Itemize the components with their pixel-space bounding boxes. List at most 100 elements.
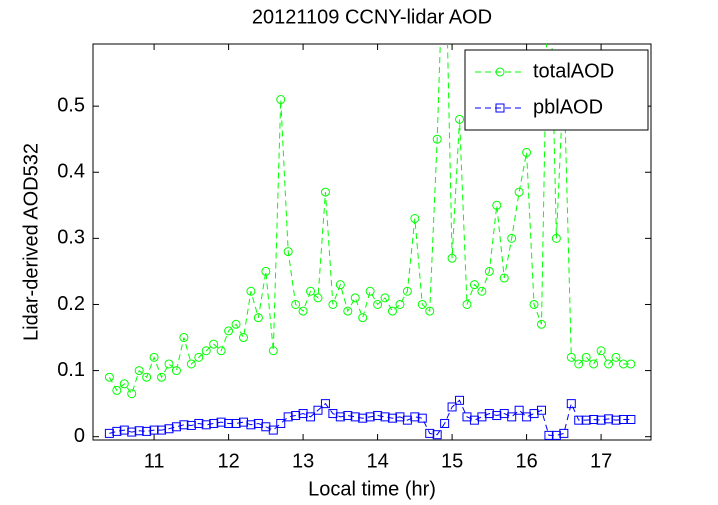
marker <box>306 286 316 296</box>
marker <box>589 359 599 369</box>
marker <box>495 103 505 113</box>
marker <box>469 280 479 290</box>
marker <box>298 306 308 316</box>
marker <box>514 187 524 197</box>
marker <box>581 352 591 362</box>
marker <box>410 412 420 422</box>
marker <box>335 280 345 290</box>
marker <box>402 415 412 425</box>
marker <box>484 266 494 276</box>
marker <box>611 352 621 362</box>
chart-title: 20121109 CCNY-lidar AOD <box>252 6 492 28</box>
marker <box>112 385 122 395</box>
marker <box>149 352 159 362</box>
marker <box>335 412 345 422</box>
legend: totalAOD pblAOD <box>464 49 649 131</box>
marker <box>440 418 450 428</box>
marker <box>395 299 405 309</box>
marker <box>283 247 293 257</box>
marker <box>604 414 614 424</box>
marker <box>224 418 234 428</box>
marker <box>536 319 546 329</box>
marker <box>201 420 211 430</box>
marker <box>380 412 390 422</box>
marker <box>581 415 591 425</box>
marker <box>328 299 338 309</box>
marker <box>313 293 323 303</box>
marker <box>566 399 576 409</box>
marker <box>164 359 174 369</box>
marker <box>224 326 234 336</box>
marker <box>618 359 628 369</box>
marker <box>589 415 599 425</box>
marker <box>238 333 248 343</box>
plot-content <box>104 44 636 440</box>
marker <box>365 286 375 296</box>
marker <box>477 286 487 296</box>
marker <box>179 333 189 343</box>
x-tick-label: 16 <box>515 450 537 472</box>
x-tick-label: 17 <box>590 450 612 472</box>
marker <box>596 415 606 425</box>
marker <box>499 273 509 283</box>
marker <box>276 95 286 105</box>
marker <box>283 412 293 422</box>
marker <box>387 306 397 316</box>
marker <box>455 114 465 124</box>
legend-label: pblAOD <box>533 96 603 118</box>
marker <box>358 413 368 423</box>
marker <box>268 425 278 435</box>
marker <box>566 352 576 362</box>
marker <box>574 415 584 425</box>
marker <box>492 411 502 421</box>
legend-box <box>464 49 649 131</box>
marker <box>291 299 301 309</box>
marker <box>134 366 144 376</box>
y-tick-label: 0.4 <box>57 161 85 183</box>
marker <box>253 418 263 428</box>
marker <box>231 418 241 428</box>
marker <box>462 412 472 422</box>
marker <box>596 346 606 356</box>
marker <box>134 426 144 436</box>
marker <box>246 420 256 430</box>
x-tick-label: 14 <box>366 450 388 472</box>
marker <box>298 409 308 419</box>
marker <box>171 366 181 376</box>
marker <box>119 425 129 435</box>
marker <box>201 346 211 356</box>
marker <box>499 409 509 419</box>
marker <box>626 359 636 369</box>
marker <box>328 409 338 419</box>
marker <box>246 286 256 296</box>
marker <box>179 420 189 430</box>
marker <box>350 412 360 422</box>
y-tick-label: 0 <box>74 425 85 447</box>
marker <box>477 412 487 422</box>
marker <box>469 415 479 425</box>
marker <box>350 293 360 303</box>
marker <box>495 67 505 77</box>
marker <box>604 359 614 369</box>
marker <box>462 299 472 309</box>
marker <box>194 418 204 428</box>
marker <box>261 266 271 276</box>
y-tick-label: 0.3 <box>57 227 85 249</box>
marker <box>157 372 167 382</box>
marker <box>380 293 390 303</box>
marker <box>529 299 539 309</box>
marker <box>343 306 353 316</box>
marker <box>142 426 152 436</box>
marker <box>447 253 457 263</box>
marker <box>253 313 263 323</box>
marker <box>417 413 427 423</box>
marker <box>157 425 167 435</box>
marker <box>432 134 442 144</box>
marker <box>112 426 122 436</box>
marker <box>529 409 539 419</box>
marker <box>306 412 316 422</box>
x-tick-label: 11 <box>144 450 165 472</box>
marker <box>544 430 554 440</box>
marker <box>104 372 114 382</box>
marker <box>268 346 278 356</box>
